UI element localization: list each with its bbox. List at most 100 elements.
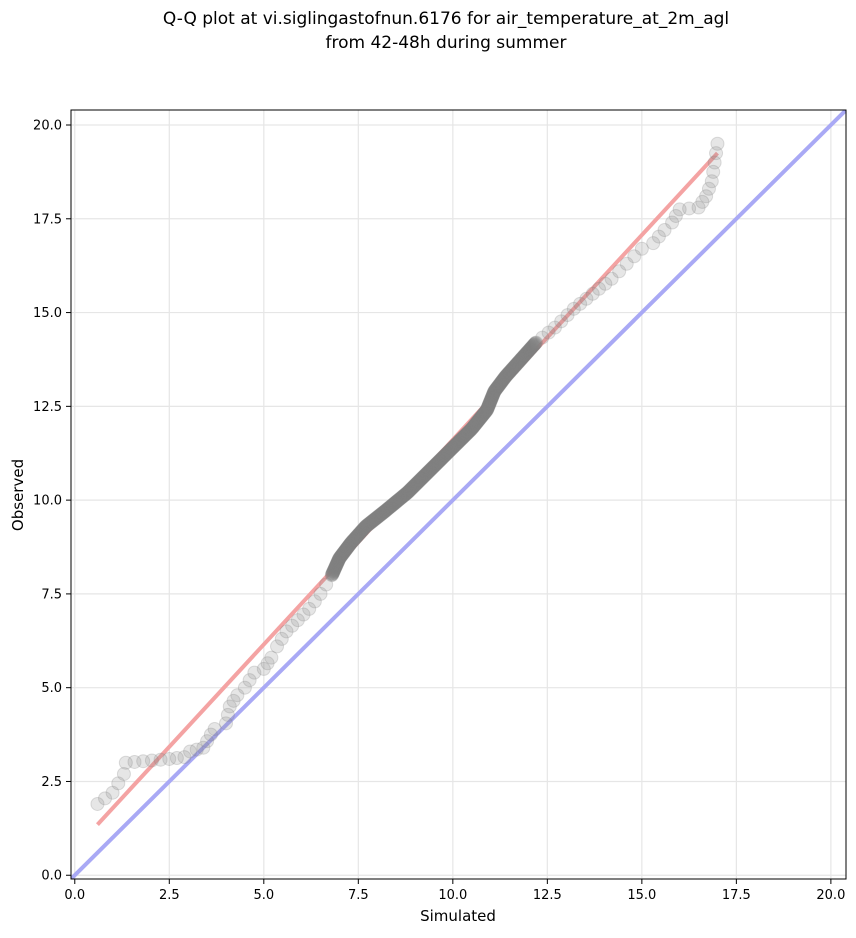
y-axis-label: Observed <box>9 459 27 531</box>
y-tick-label: 5.0 <box>41 681 62 696</box>
data-point <box>493 376 508 391</box>
data-point <box>651 229 666 244</box>
data-point <box>440 446 455 461</box>
data-point <box>494 374 509 389</box>
x-tick-label: 5.0 <box>253 888 274 903</box>
data-point <box>368 511 383 526</box>
data-point <box>350 528 365 543</box>
data-point <box>458 428 473 443</box>
data-point <box>682 201 697 216</box>
data-point <box>361 517 376 532</box>
data-point <box>285 618 300 633</box>
data-point <box>560 308 575 323</box>
data-point <box>442 443 457 458</box>
fit-line <box>95 151 719 826</box>
data-point <box>388 495 403 510</box>
data-point <box>374 506 389 521</box>
data-point <box>585 286 600 301</box>
data-point <box>111 776 126 791</box>
data-point <box>136 754 151 769</box>
data-point <box>478 404 493 419</box>
data-point <box>668 208 683 223</box>
data-point <box>325 567 340 582</box>
data-point <box>372 508 387 523</box>
data-point <box>514 351 529 366</box>
data-point <box>492 378 507 393</box>
data-point <box>364 514 379 529</box>
data-point <box>326 564 341 579</box>
data-point <box>169 751 184 766</box>
data-point <box>354 524 369 539</box>
data-point <box>480 402 495 417</box>
data-point <box>515 350 530 365</box>
data-point <box>612 264 627 279</box>
data-point <box>510 356 525 371</box>
data-point <box>392 492 407 507</box>
data-point <box>490 380 505 395</box>
data-point <box>498 369 513 384</box>
data-point <box>527 337 542 352</box>
data-point <box>491 379 506 394</box>
data-point <box>432 454 447 469</box>
data-point <box>423 462 438 477</box>
data-point <box>478 404 493 419</box>
data-point <box>517 348 532 363</box>
data-point <box>472 412 487 427</box>
data-point <box>413 472 428 487</box>
data-point <box>328 560 343 575</box>
data-point <box>330 556 345 571</box>
data-point <box>503 364 518 379</box>
data-point <box>348 531 363 546</box>
data-point <box>479 403 494 418</box>
data-point <box>329 558 344 573</box>
data-point <box>398 487 413 502</box>
data-point <box>475 408 490 423</box>
data-point <box>487 384 502 399</box>
data-point <box>707 155 722 170</box>
data-point <box>359 518 374 533</box>
data-point <box>441 444 456 459</box>
data-point <box>456 429 471 444</box>
data-point <box>368 511 383 526</box>
y-tick-label: 7.5 <box>41 587 62 602</box>
data-point <box>434 451 449 466</box>
data-point <box>383 499 398 514</box>
data-point <box>504 363 519 378</box>
data-point <box>326 565 341 580</box>
data-point <box>237 680 252 695</box>
data-point <box>390 493 405 508</box>
data-point <box>363 515 378 530</box>
data-point <box>378 503 393 518</box>
data-point <box>391 493 406 508</box>
data-point <box>345 534 360 549</box>
data-point <box>484 391 499 406</box>
data-point <box>424 461 439 476</box>
data-point <box>346 533 361 548</box>
data-point <box>481 399 496 414</box>
data-point <box>427 459 442 474</box>
data-point <box>426 459 441 474</box>
data-point <box>473 410 488 425</box>
data-point <box>466 419 481 434</box>
data-point <box>394 490 409 505</box>
data-point <box>524 341 539 356</box>
data-point <box>338 543 353 558</box>
data-point <box>226 693 241 708</box>
data-point <box>355 523 370 538</box>
reference-lines <box>71 110 846 879</box>
data-point <box>349 530 364 545</box>
data-point <box>503 363 518 378</box>
data-point <box>479 403 494 418</box>
data-point <box>412 473 427 488</box>
data-point <box>457 429 472 444</box>
data-point <box>483 394 498 409</box>
data-point <box>338 543 353 558</box>
data-point <box>189 742 204 757</box>
data-point <box>452 433 467 448</box>
data-point <box>325 566 340 581</box>
data-point <box>367 512 382 527</box>
data-point <box>307 594 322 609</box>
data-point <box>484 392 499 407</box>
data-point <box>475 408 490 423</box>
data-point <box>445 440 460 455</box>
